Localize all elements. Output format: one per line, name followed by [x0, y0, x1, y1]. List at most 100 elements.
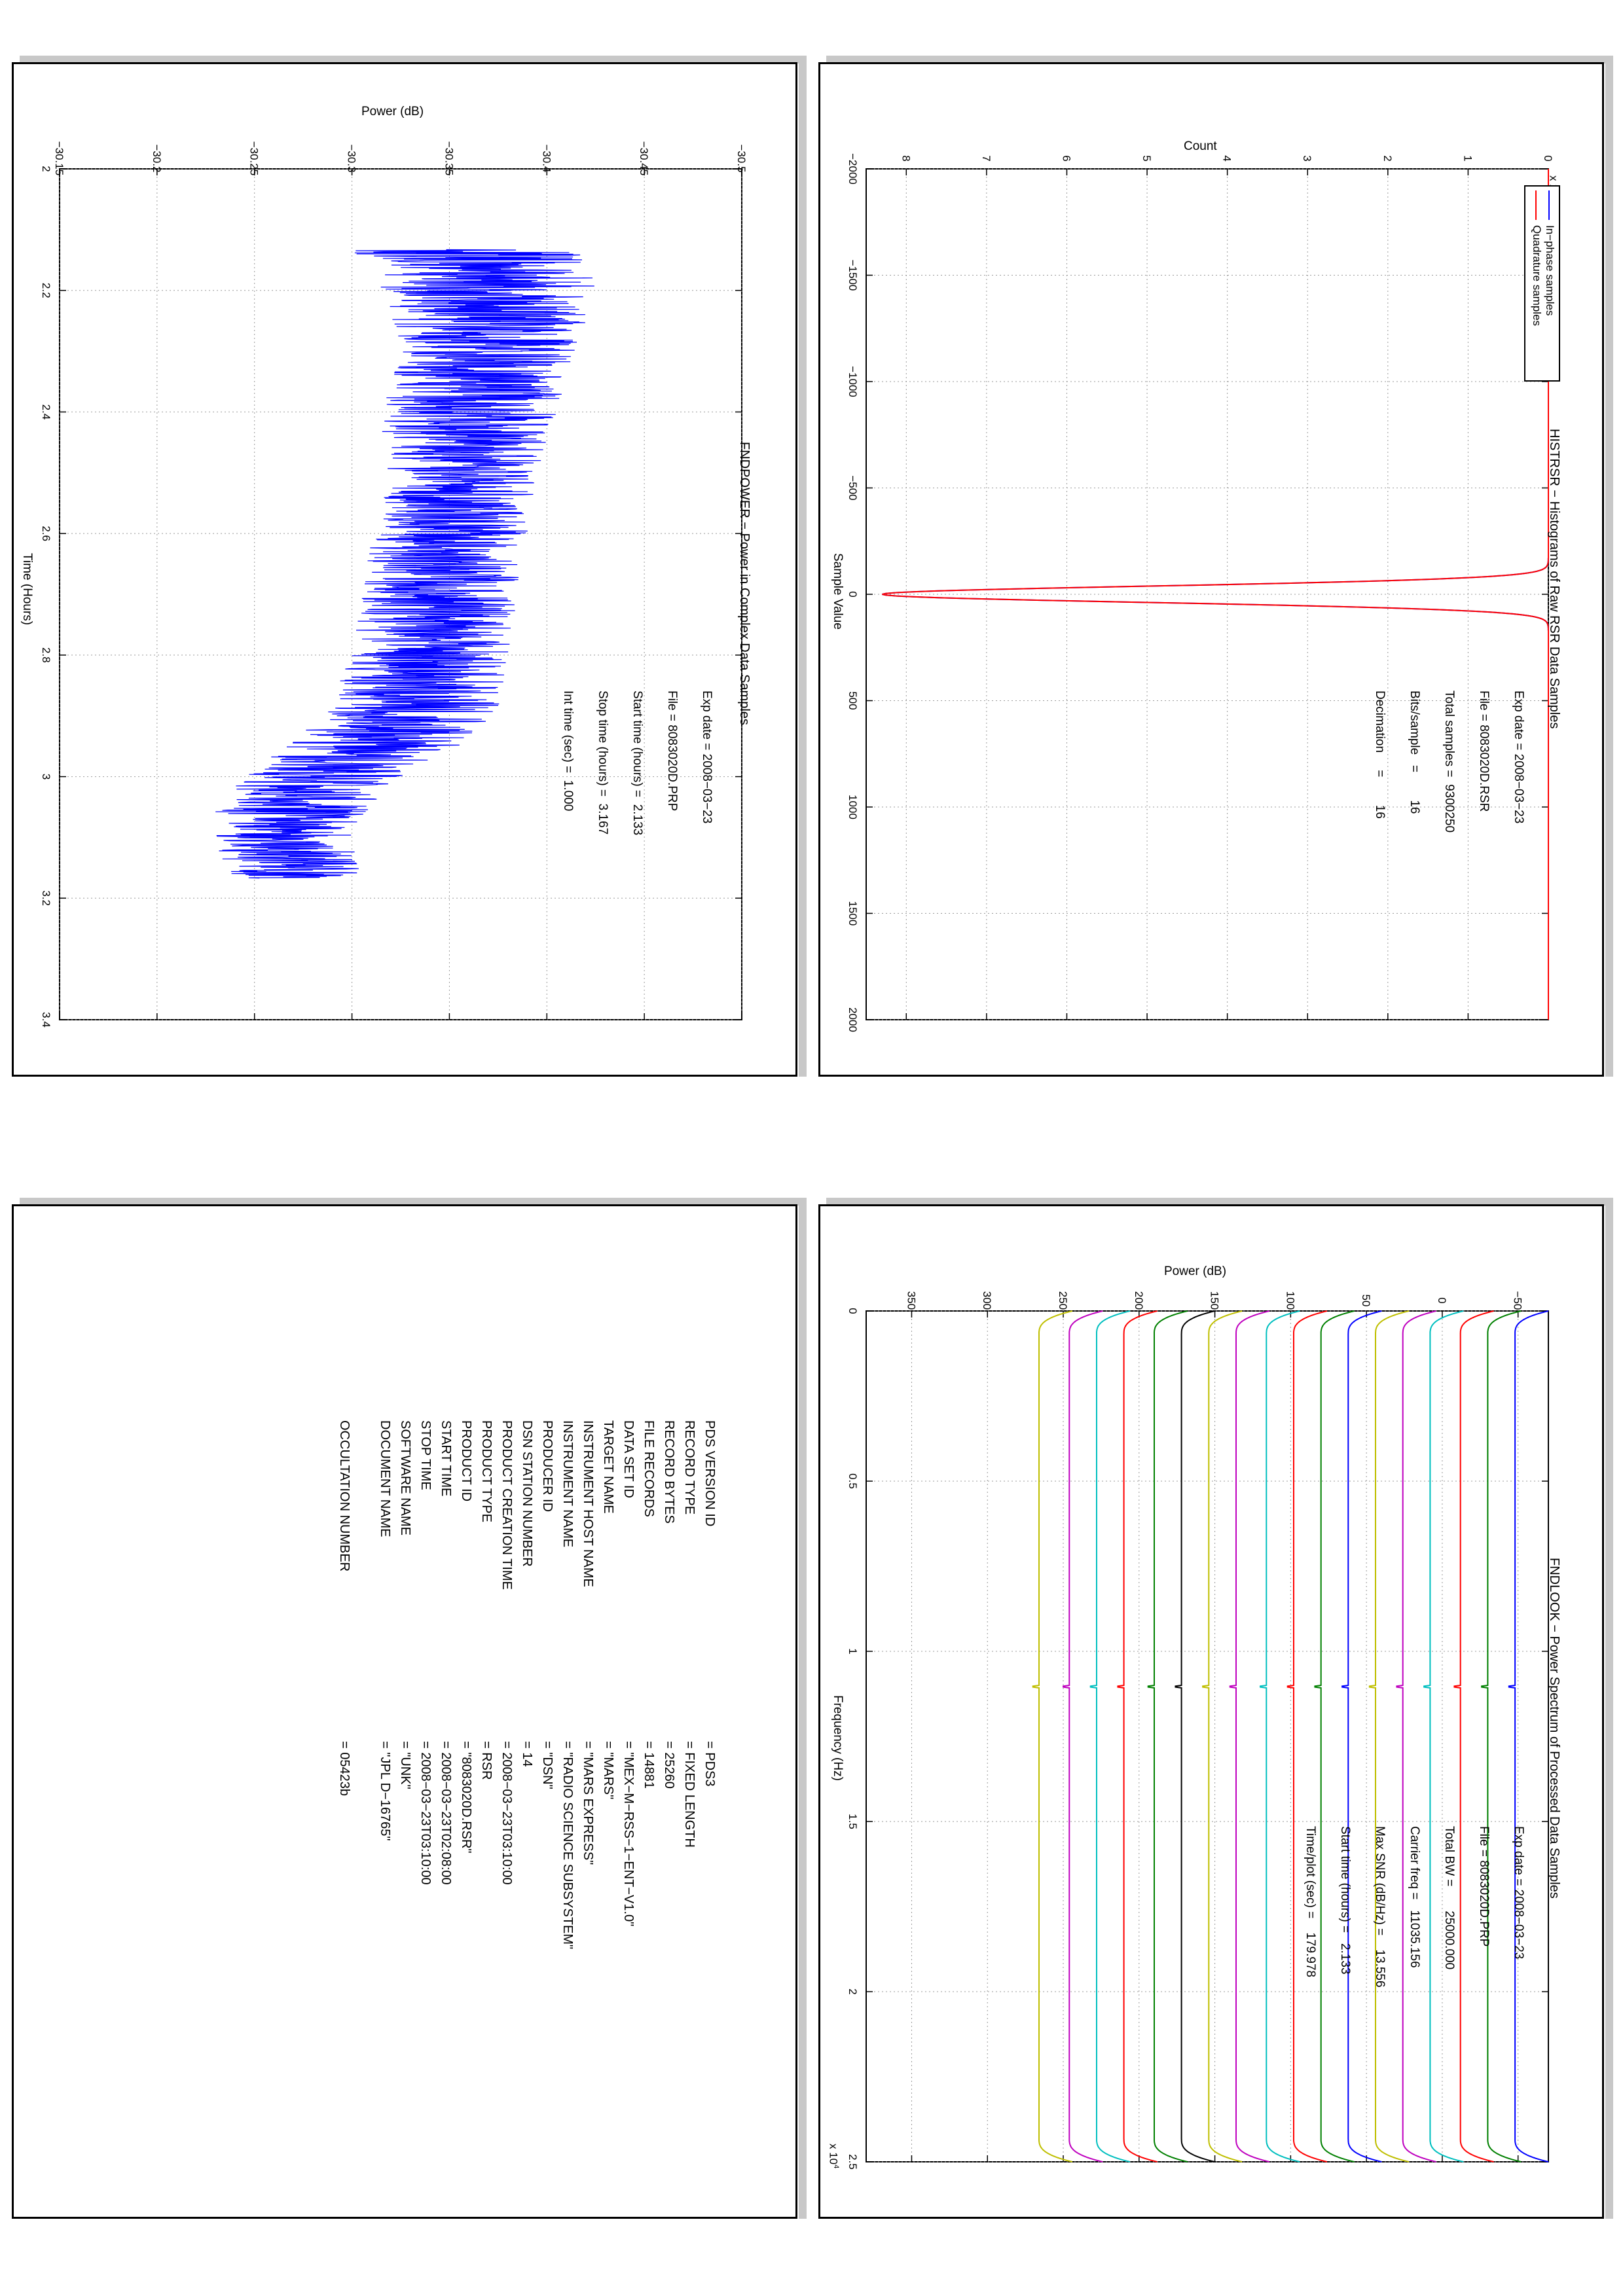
fndpower-info-line: Stop time (hours) = 3.167	[596, 691, 610, 835]
fndlook-chart: 0 0.5 1 1.5 2 2.5 −50 0 50 100 150 200 250 300 350	[847, 1291, 1549, 2170]
pds-label-key: PRODUCT TYPE	[479, 1420, 494, 1522]
panel-shadow	[20, 56, 807, 63]
panel-shadow	[1605, 1198, 1613, 2219]
look-y-tick-label: 0	[1436, 1297, 1448, 1303]
fndpower-info-line: Exp date = 2008−03−23	[700, 691, 714, 824]
hist-y-tick-label: 0	[1542, 155, 1554, 161]
pds-label-value: = "JPL D−16765"	[378, 1741, 392, 1841]
fndlook-ylabel: Power (dB)	[1164, 1265, 1227, 1278]
fndpower-info-line: Start time (hours) = 2.133	[630, 691, 644, 836]
power-x-tick-label: 3.2	[40, 890, 52, 906]
histrsr-ylabel: Count	[1184, 139, 1217, 153]
pds-label-value: = "RADIO SCIENCE SUBSYSTEM"	[560, 1741, 575, 1950]
pds-label-value: = "MARS"	[601, 1741, 615, 1800]
pds-label-value: = 05423b	[337, 1741, 352, 1796]
power-x-tick-label: 2.8	[40, 647, 52, 663]
panel-shadow	[1605, 56, 1613, 1077]
panel-shadow	[826, 1198, 1613, 1206]
histrsr-info-line: Bits/sample = 16	[1408, 691, 1421, 814]
power-y-tick-label: −30.4	[540, 144, 553, 172]
panel-shadow	[826, 56, 1613, 63]
pds-label-key: SOFTWARE NAME	[398, 1420, 412, 1535]
look-x-tick-label: 2	[847, 1988, 859, 1994]
power-x-tick-label: 3	[40, 774, 52, 780]
fndlook-info-line: Carrier freq = 11035.156	[1408, 1826, 1421, 1968]
pds-label-key: DOCUMENT NAME	[378, 1420, 392, 1537]
pds-label-key: PRODUCT ID	[459, 1420, 473, 1502]
fndlook-series-spectrum-1	[1508, 1310, 1549, 2162]
hist-y-tick-label: 6	[1060, 155, 1072, 161]
histrsr-info-line: Exp date = 2008−03−23	[1512, 691, 1525, 824]
fndlook-series-spectrum-16	[1089, 1310, 1131, 2162]
fndlook-series-spectrum-2	[1481, 1310, 1522, 2162]
fndpower-title: FNDPOWER − Power in Complex Data Samples	[737, 442, 752, 725]
pds-label-value: = "MEX−M−RSS−1−ENT−V1.0"	[621, 1741, 636, 1927]
pds-label-key: RECORD TYPE	[682, 1420, 697, 1515]
fndlook-info-line: Start time (hours) = 2.133	[1338, 1826, 1352, 1975]
look-x-tick-label: 0.5	[847, 1473, 859, 1489]
fndpower-xlabel: Time (Hours)	[20, 553, 34, 626]
look-plot-area	[866, 1310, 1549, 2162]
look-y-tick-label: 50	[1360, 1295, 1372, 1307]
pds-label-value: = 25260	[662, 1741, 676, 1789]
pds-label-value: = FIXED LENGTH	[682, 1741, 697, 1848]
fndlook-title: FNDLOOK − Power Spectrum of Processed Da…	[1547, 1558, 1561, 1899]
power-x-tick-label: 2	[40, 166, 52, 171]
pds-label-key: FILE RECORDS	[642, 1420, 656, 1517]
pds-label-key: DATA SET ID	[621, 1420, 636, 1498]
look-y-tick-label: −50	[1512, 1291, 1524, 1310]
fndlook-info-line: Time/plot (sec) = 179.978	[1304, 1826, 1317, 1978]
pds-label-key: PDS VERSION ID	[702, 1420, 717, 1527]
look-x-tick-label: 1	[847, 1648, 859, 1654]
pds-label-value: = 14881	[642, 1741, 656, 1789]
fndlook-series-spectrum-3	[1453, 1310, 1494, 2162]
fndlook-series-spectrum-5	[1396, 1310, 1436, 2162]
fndpower-ylabel: Power (dB)	[361, 105, 424, 118]
pds-label-key: PRODUCER ID	[540, 1420, 555, 1513]
fndlook-series-spectrum-7	[1341, 1310, 1382, 2162]
hist-y-tick-label: 1	[1461, 155, 1474, 161]
fndlook-series-spectrum-6	[1368, 1310, 1410, 2162]
fndlook-series-spectrum-14	[1147, 1310, 1188, 2162]
hist-x-tick-label: 500	[847, 691, 859, 709]
power-y-tick-label: −30.3	[346, 144, 358, 172]
fndlook-series-spectrum-13	[1175, 1310, 1215, 2162]
pds-label-key: INSTRUMENT NAME	[560, 1420, 575, 1548]
look-y-tick-label: 150	[1209, 1291, 1221, 1310]
hist-x-tick-label: −1000	[847, 366, 859, 397]
power-x-tick-label: 2.4	[40, 404, 52, 420]
pds-label-key: DSN STATION NUMBER	[520, 1420, 534, 1567]
fndlook-x-multiplier-exponent: 4	[832, 2164, 840, 2169]
fndlook-series-spectrum-11	[1229, 1310, 1270, 2162]
panel-shadow	[20, 1198, 807, 1206]
power-x-tick-label: 2.6	[40, 526, 52, 541]
hist-x-tick-label: −1500	[847, 260, 859, 291]
pds-label-value: = 14	[520, 1741, 534, 1767]
fndlook-info-line: Exp date = 2008−03−23	[1512, 1826, 1525, 1960]
pds-label-key: INSTRUMENT HOST NAME	[581, 1420, 595, 1587]
pds-label-value: = 2008−03−23T03:10:00	[418, 1741, 433, 1885]
look-y-tick-label: 100	[1284, 1291, 1296, 1310]
look-x-tick-label: 2.5	[847, 2154, 859, 2170]
look-y-tick-label: 200	[1133, 1291, 1145, 1310]
power-y-tick-label: −30.15	[53, 141, 65, 175]
pds-label-key: TARGET NAME	[601, 1420, 615, 1514]
hist-y-tick-label: 7	[980, 155, 993, 161]
pds-label-panel	[12, 1204, 797, 2219]
histrsr-legend: In−phase samples Quadrature samples	[1524, 185, 1560, 382]
pds-label-key: PRODUCT CREATION TIME	[500, 1420, 514, 1590]
fndlook-x-multiplier: x 104	[826, 2144, 840, 2168]
hist-x-tick-label: −500	[847, 475, 859, 500]
hist-y-tick-label: 8	[900, 155, 912, 161]
histrsr-info-line: File = 8083020D.RSR	[1477, 691, 1491, 812]
legend-line-red	[1535, 190, 1537, 220]
pds-label-key: OCCULTATION NUMBER	[337, 1420, 352, 1572]
power-y-tick-label: −30.45	[638, 141, 650, 175]
power-x-tick-label: 3.4	[40, 1012, 52, 1028]
pds-label-value: = RSR	[479, 1741, 494, 1780]
pds-label-value: = 2008−03−23T03:10:00	[500, 1741, 514, 1885]
legend-line-blue	[1548, 190, 1550, 220]
fndlook-series-spectrum-12	[1202, 1310, 1243, 2162]
legend-label-quadrature: Quadrature samples	[1531, 225, 1543, 327]
pds-label-value: = "MARS EXPRESS"	[581, 1741, 595, 1865]
